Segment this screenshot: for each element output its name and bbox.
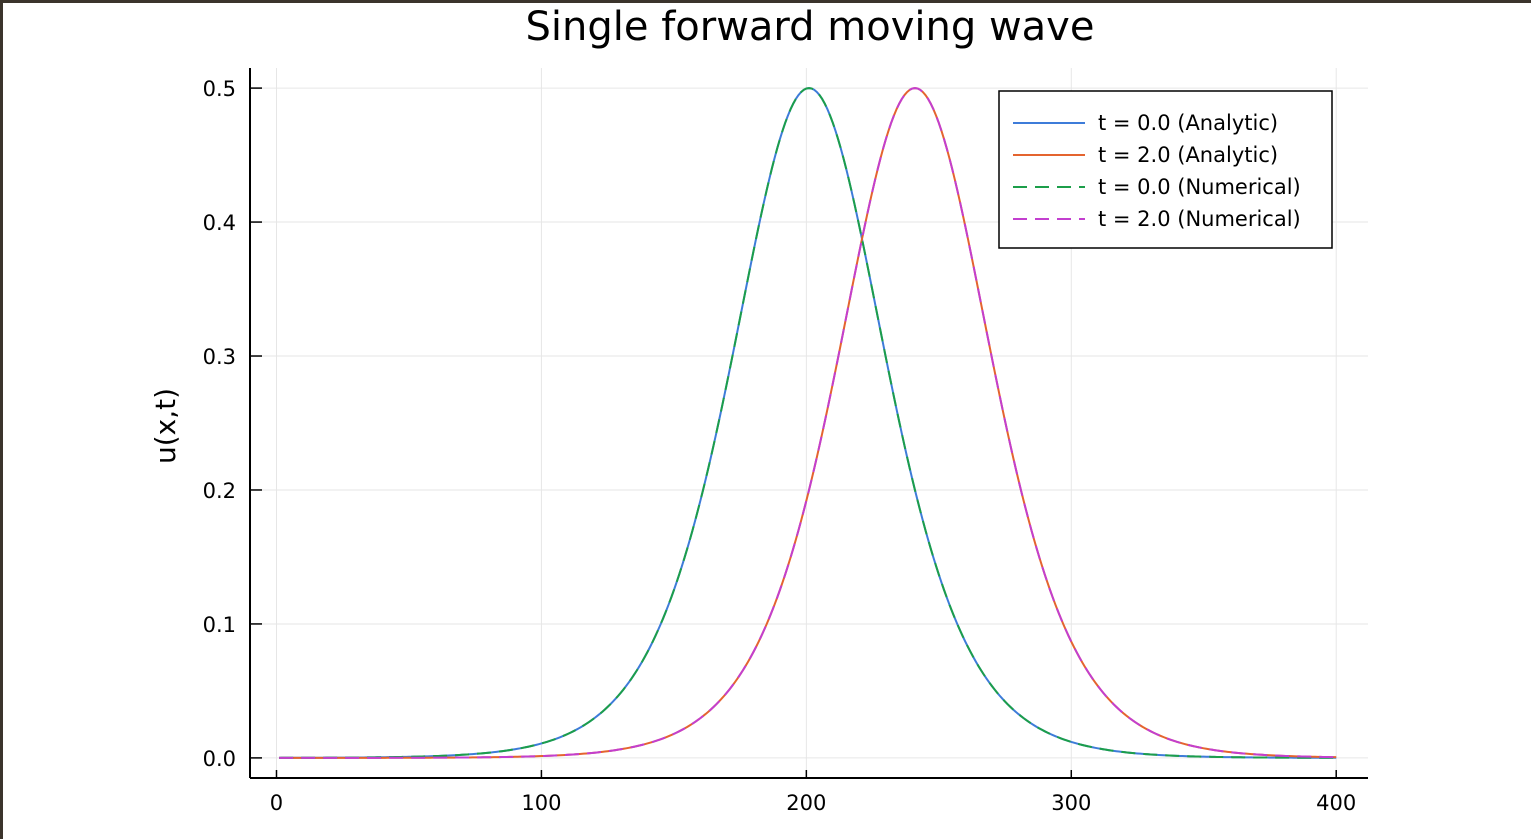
legend: t = 0.0 (Analytic) t = 2.0 (Analytic) t = … [998,90,1333,249]
y-tick-label: 0.4 [203,211,236,235]
chart-title: Single forward moving wave [526,4,1095,50]
legend-label-2: t = 2.0 (Analytic) [1098,143,1278,167]
chart-frame: 0 100 200 300 400 0.0 0.1 0.2 0.3 0.4 0.5 Single f… [3,3,1531,839]
legend-label-1: t = 0.0 (Analytic) [1098,111,1278,135]
y-tick-label: 0.2 [203,479,236,503]
x-tick-label: 200 [786,791,826,815]
series-line-4 [279,87,1337,759]
axes [249,68,1368,779]
y-tick-label: 0.5 [203,77,236,101]
ticks: 0 100 200 300 400 0.0 0.1 0.2 0.3 0.4 0.5 [203,77,1357,815]
y-tick-label: 0.3 [203,345,236,369]
series [279,87,1337,759]
x-tick-label: 300 [1051,791,1091,815]
x-tick-label: 100 [521,791,561,815]
series-line-3 [279,87,1337,759]
legend-box [998,90,1333,249]
x-tick-label: 400 [1316,791,1356,815]
legend-label-3: t = 0.0 (Numerical) [1098,175,1301,199]
y-axis-label: u(x,t) [149,388,182,464]
x-tick-label: 0 [270,791,283,815]
legend-label-4: t = 2.0 (Numerical) [1098,207,1301,231]
y-tick-label: 0.1 [203,613,236,637]
y-tick-label: 0.0 [203,747,236,771]
line-chart: 0 100 200 300 400 0.0 0.1 0.2 0.3 0.4 0.5 Single f… [149,4,1368,815]
